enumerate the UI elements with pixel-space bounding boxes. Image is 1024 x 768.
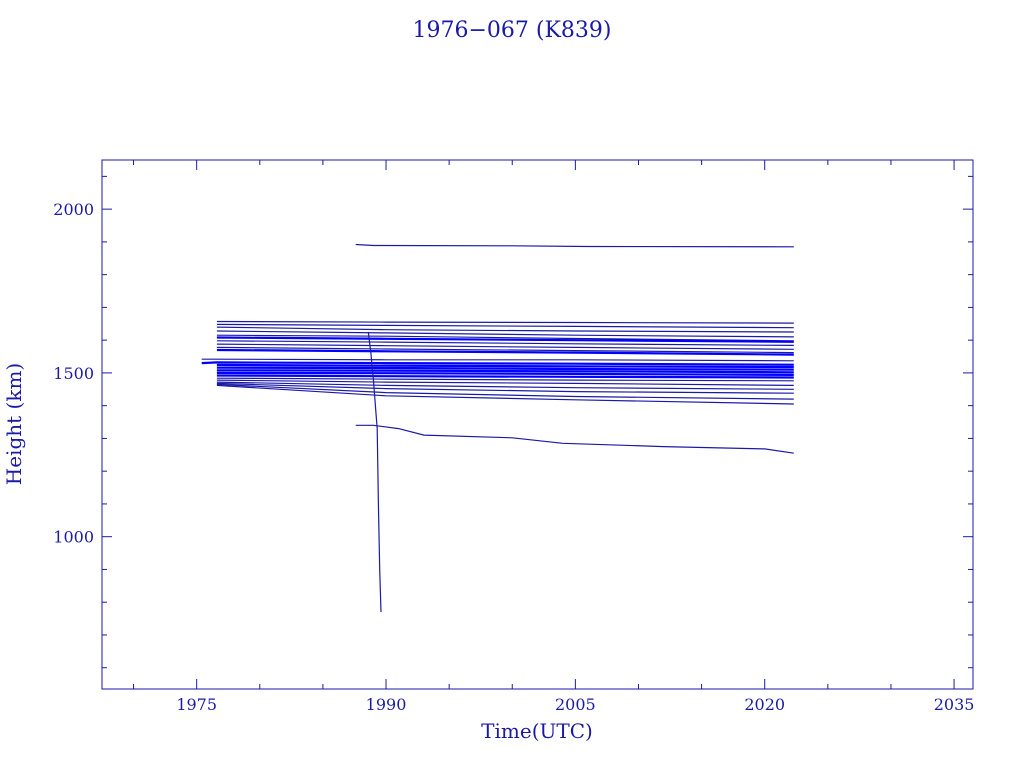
series-line-9 xyxy=(216,343,794,350)
series-line-25 xyxy=(355,424,794,454)
series-line-21 xyxy=(216,381,794,390)
series-line-19 xyxy=(216,377,794,382)
series-line-1 xyxy=(355,243,794,248)
series-line-23 xyxy=(216,383,794,400)
series-line-18 xyxy=(216,374,794,379)
series-line-8 xyxy=(216,340,794,346)
tick-labels: 1975 1990 2005 2020 2035 1000 1500 2000 xyxy=(53,200,974,714)
series-line-3 xyxy=(216,323,794,329)
x-tick-label: 2020 xyxy=(744,695,785,714)
series-line-24 xyxy=(216,384,794,405)
y-tick-label: 1500 xyxy=(53,364,94,383)
series-layer xyxy=(201,243,794,613)
series-line-12 xyxy=(201,358,794,362)
x-tick-label: 2035 xyxy=(934,695,975,714)
series-line-4 xyxy=(216,326,794,333)
series-line-20 xyxy=(216,379,794,386)
series-line-22 xyxy=(216,382,794,394)
series-line-10 xyxy=(216,346,794,354)
series-line-7 xyxy=(216,336,794,343)
axis-ticks xyxy=(102,160,973,689)
y-tick-label: 1000 xyxy=(53,528,94,547)
series-line-6 xyxy=(216,334,794,342)
series-line-11 xyxy=(216,348,794,356)
series-line-17 xyxy=(216,371,794,376)
y-tick-label: 2000 xyxy=(53,200,94,219)
x-tick-label: 1975 xyxy=(176,695,217,714)
series-line-14 xyxy=(216,363,794,369)
x-tick-label: 2005 xyxy=(555,695,596,714)
series-line-16 xyxy=(216,369,794,374)
plot-frame xyxy=(101,159,974,690)
x-tick-label: 1990 xyxy=(366,695,407,714)
chart-title: 1976−067 (K839) xyxy=(413,18,612,43)
series-line-26 xyxy=(367,331,382,613)
y-axis-label: Height (km) xyxy=(2,363,26,485)
series-line-15 xyxy=(216,366,794,371)
x-axis-label: Time(UTC) xyxy=(481,719,593,743)
series-line-2 xyxy=(216,320,794,324)
series-line-13 xyxy=(201,361,794,366)
series-line-5 xyxy=(216,330,794,338)
